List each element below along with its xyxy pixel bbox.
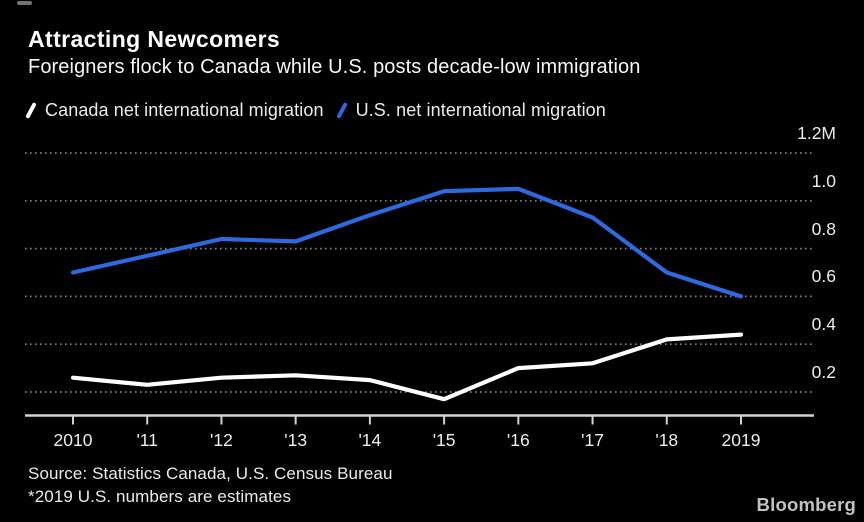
source-note: Source: Statistics Canada, U.S. Census B… [28,464,393,483]
x-tick-label-2018: '18 [655,430,679,450]
x-tick-label-2015: '15 [432,430,456,450]
bloomberg-logo: Bloomberg [756,494,856,515]
x-tick-label-2019: 2019 [721,430,761,450]
x-tick-label-2017: '17 [581,430,604,450]
series-line-us [70,186,744,299]
legend-item-us: U.S. net international migration [335,100,606,121]
x-tick-label-2011: '11 [136,430,158,450]
legend-item-canada: Canada net international migration [25,100,324,121]
x-tick-label-2014: '14 [358,430,382,450]
estimate-note: *2019 U.S. numbers are estimates [28,487,292,506]
series-line-canada [70,332,744,402]
x-tick-label-2016: '16 [506,430,530,450]
top-left-artifact [17,1,32,5]
y-tick-label-0.8: 0.8 [811,218,836,239]
chart-subtitle: Foreigners flock to Canada while U.S. po… [28,56,641,78]
legend: Canada net international migration U.S. … [25,100,622,121]
legend-label-us: U.S. net international migration [355,100,606,120]
y-tick-label-0.6: 0.6 [811,266,836,287]
x-tick-label-2012: '12 [210,430,233,450]
y-tick-label-0.4: 0.4 [811,314,836,335]
legend-label-canada: Canada net international migration [45,100,324,120]
y-tick-label-1.2M: 1.2M [797,123,836,143]
x-tick-label-2013: '13 [284,430,308,450]
y-tick-label-0.2: 0.2 [811,362,836,382]
chart-title: Attracting Newcomers [28,26,281,52]
x-tick-label-2010: 2010 [53,430,93,450]
y-tick-label-1.0: 1.0 [811,170,836,191]
